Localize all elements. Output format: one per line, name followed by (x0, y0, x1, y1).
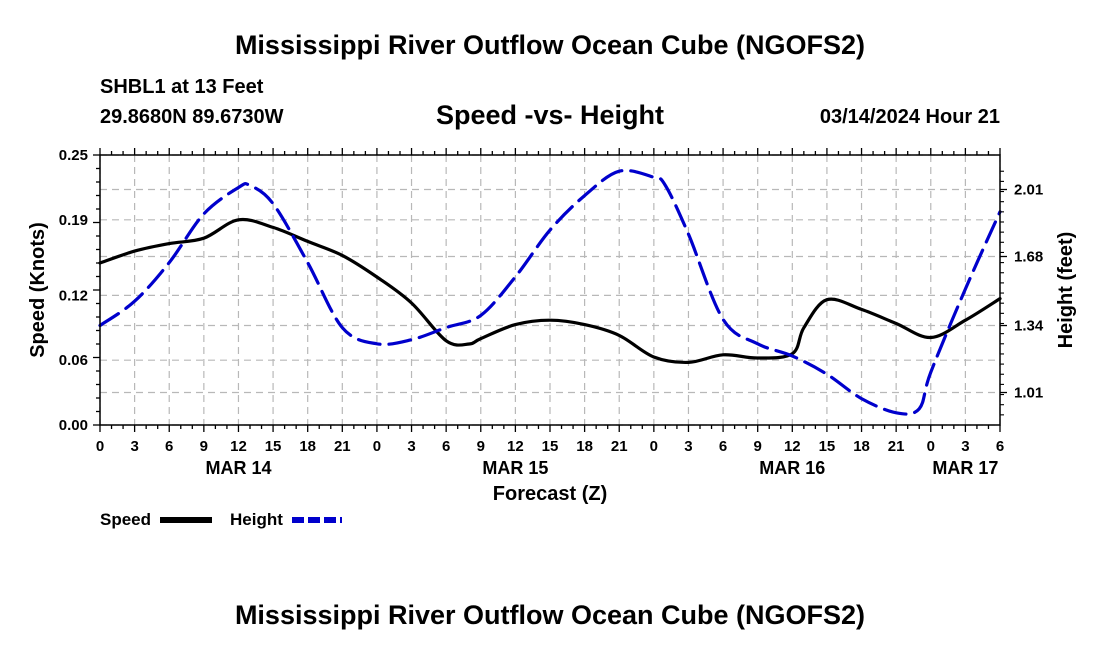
forecast-datetime: 03/14/2024 Hour 21 (819, 106, 1000, 128)
series-line-height (98, 168, 1002, 416)
x-tick-label: 21 (334, 438, 351, 455)
station-label: SHBL1 at 13 Feet (100, 76, 264, 98)
x-axis-title: Forecast (Z) (493, 483, 607, 505)
x-tick-label: 6 (165, 438, 173, 455)
x-tick-label: 9 (200, 438, 208, 455)
date-label: MAR 14 (205, 458, 271, 478)
x-tick-label: 6 (996, 438, 1004, 455)
speed-height-chart: 0 3 6 9 12 15 18 21 0 3 6 9 12 15 18 21 0 3 6 9 12 15 18 21 0 3 6 M… (27, 147, 1077, 529)
x-tick-label: 3 (961, 438, 969, 455)
chart-axes (93, 148, 1007, 432)
chart-subtitle: Speed -vs- Height (435, 100, 665, 130)
x-tick-label: 18 (576, 438, 593, 455)
x-tick-label: 0 (96, 438, 104, 455)
legend-label-height: Height (230, 510, 283, 529)
y-tick-label: 0.25 (59, 147, 88, 164)
y2-tick-label: 1.34 (1014, 318, 1044, 335)
x-tick-label: 18 (853, 438, 870, 455)
x-tick-label: 0 (927, 438, 935, 455)
date-label: MAR 16 (759, 458, 825, 478)
y2-axis-title: Height (feet) (1055, 232, 1077, 349)
x-tick-label: 15 (265, 438, 282, 455)
y2-tick-label: 2.01 (1014, 182, 1043, 199)
date-label: MAR 15 (482, 458, 548, 478)
x-tick-label: 12 (230, 438, 247, 455)
chart-title: Mississippi River Outflow Ocean Cube (NG… (234, 30, 866, 60)
y-tick-label: 0.19 (59, 212, 88, 229)
y-tick-label: 0.00 (59, 417, 88, 434)
legend-label-speed: Speed (100, 510, 151, 529)
x-tick-label: 12 (784, 438, 801, 455)
x-tick-label: 6 (719, 438, 727, 455)
x-tick-label: 3 (407, 438, 415, 455)
x-tick-label: 6 (442, 438, 450, 455)
x-tick-label: 3 (684, 438, 692, 455)
x-tick-label: 3 (130, 438, 138, 455)
chart-marks (98, 168, 1002, 416)
y-tick-label: 0.06 (59, 352, 88, 369)
x-tick-label: 12 (507, 438, 524, 455)
x-tick-label: 15 (819, 438, 836, 455)
x-tick-label: 9 (477, 438, 485, 455)
x-tick-label: 18 (299, 438, 316, 455)
x-tick-label: 0 (650, 438, 658, 455)
y-axis-title: Speed (Knots) (27, 222, 49, 358)
y-tick-label: 0.12 (59, 287, 88, 304)
x-tick-label: 15 (542, 438, 559, 455)
footer-title: Mississippi River Outflow Ocean Cube (NG… (234, 600, 866, 630)
x-tick-label: 9 (754, 438, 762, 455)
y2-tick-label: 1.68 (1014, 249, 1043, 266)
chart-legend: Speed Height (100, 510, 342, 529)
date-label: MAR 17 (932, 458, 998, 478)
grid-lines (99, 154, 1001, 426)
x-tick-label: 21 (611, 438, 628, 455)
station-coordinates: 29.8680N 89.6730W (100, 106, 284, 128)
x-tick-label: 0 (373, 438, 381, 455)
axis-labels: 0 3 6 9 12 15 18 21 0 3 6 9 12 15 18 21 0 3 6 9 12 15 18 21 0 3 6 M… (27, 147, 1077, 505)
series-line-speed (98, 217, 1002, 365)
y2-tick-label: 1.01 (1014, 385, 1043, 402)
x-tick-label: 21 (888, 438, 905, 455)
